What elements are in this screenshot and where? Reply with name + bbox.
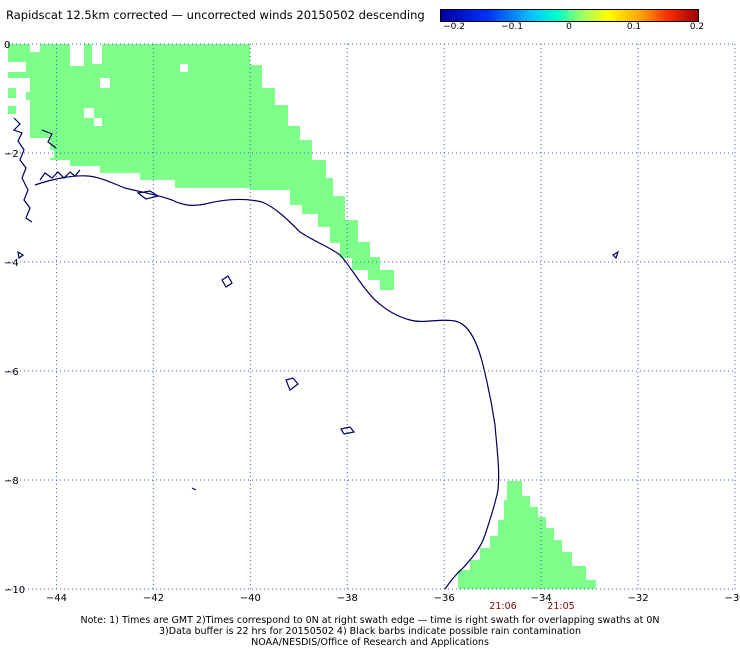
lon-tick-label: −34 — [531, 593, 552, 604]
lat-tick-label: 0 — [4, 40, 10, 51]
lon-tick-label: −44 — [46, 593, 67, 604]
lon-tick-label: −32 — [628, 593, 649, 604]
lon-tick-label: −38 — [337, 593, 358, 604]
colorbar-tick: −0.2 — [443, 22, 465, 32]
wind-swath — [8, 44, 596, 589]
swath-time-label: 21:06 — [489, 601, 516, 612]
lon-tick-label: −42 — [143, 593, 164, 604]
map-title: Rapidscat 12.5km corrected — uncorrected… — [6, 8, 425, 22]
lat-tick-label: −8 — [4, 476, 19, 487]
lat-tick-label: −2 — [4, 149, 19, 160]
lat-tick-label: −6 — [4, 367, 19, 378]
note-line: NOAA/NESDIS/Office of Research and Appli… — [251, 637, 489, 648]
colorbar-tick: 0.2 — [689, 22, 705, 32]
colorbar-tick: 0.1 — [626, 22, 642, 32]
lat-tick-label: −4 — [4, 258, 19, 269]
colorbar-tick: −0.1 — [501, 22, 523, 32]
swath-time-label: 21:05 — [547, 601, 574, 612]
lon-tick-label: −40 — [240, 593, 261, 604]
coastline — [12, 117, 620, 590]
lon-tick-label: −30 — [724, 593, 740, 604]
note-line: 3)Data buffer is 22 hrs for 20150502 4) … — [159, 626, 581, 637]
colorbar-tick: 0 — [566, 22, 572, 32]
note-line: Note: 1) Times are GMT 2)Times correspon… — [80, 615, 660, 626]
lon-tick-label: −36 — [434, 593, 455, 604]
graticule — [8, 43, 736, 590]
lat-tick-label: −10 — [4, 585, 25, 596]
footnotes: Note: 1) Times are GMT 2)Times correspon… — [0, 615, 740, 648]
colorbar — [440, 9, 699, 22]
